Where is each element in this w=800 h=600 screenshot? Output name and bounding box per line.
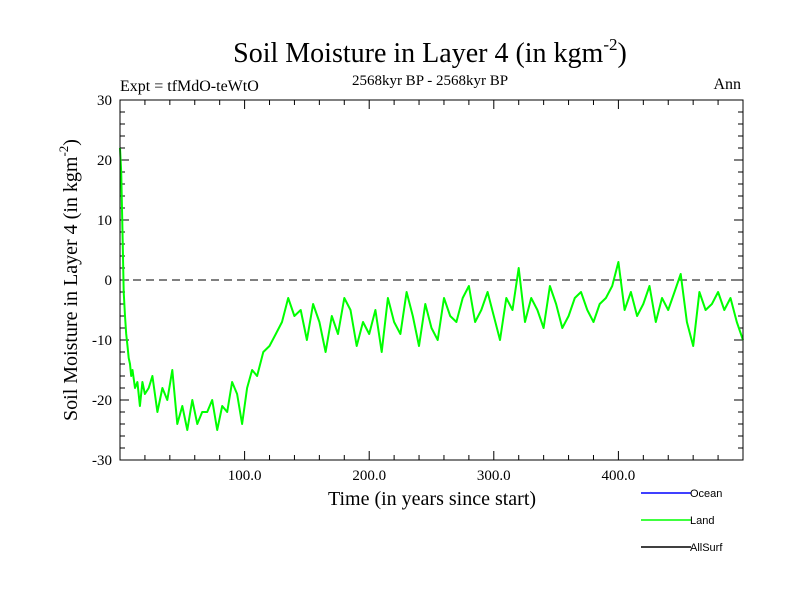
x-tick-label: 100.0 xyxy=(228,468,262,484)
y-tick-label: -30 xyxy=(92,453,112,469)
chart-title: Soil Moisture in Layer 4 (in kgm-2) xyxy=(233,35,627,69)
series-line-land xyxy=(119,147,744,431)
x-tick-label: 200.0 xyxy=(352,468,386,484)
x-axis-label: Time (in years since start) xyxy=(328,488,536,510)
y-tick-label: 20 xyxy=(97,153,112,169)
y-axis-label: Soil Moisture in Layer 4 (in kgm-2) xyxy=(56,139,82,421)
y-tick-label: -10 xyxy=(92,333,112,349)
legend-label-allsurf: AllSurf xyxy=(690,542,723,554)
experiment-label: Expt = tfMdO-teWtO xyxy=(120,78,259,95)
legend-label-ocean: Ocean xyxy=(690,488,722,500)
x-tick-label: 300.0 xyxy=(477,468,511,484)
chart-subtitle: 2568kyr BP - 2568kyr BP xyxy=(352,73,508,89)
y-tick-label: 30 xyxy=(97,93,112,109)
y-tick-label: 10 xyxy=(97,213,112,229)
legend-label-land: Land xyxy=(690,515,714,527)
y-axis-label-superscript: -2 xyxy=(56,146,71,157)
x-tick-label: 400.0 xyxy=(602,468,636,484)
y-tick-label: -20 xyxy=(92,393,112,409)
y-tick-label: 0 xyxy=(105,273,113,289)
chart-title-superscript: -2 xyxy=(603,35,617,54)
plot-area xyxy=(119,99,744,461)
season-label: Ann xyxy=(713,76,741,93)
